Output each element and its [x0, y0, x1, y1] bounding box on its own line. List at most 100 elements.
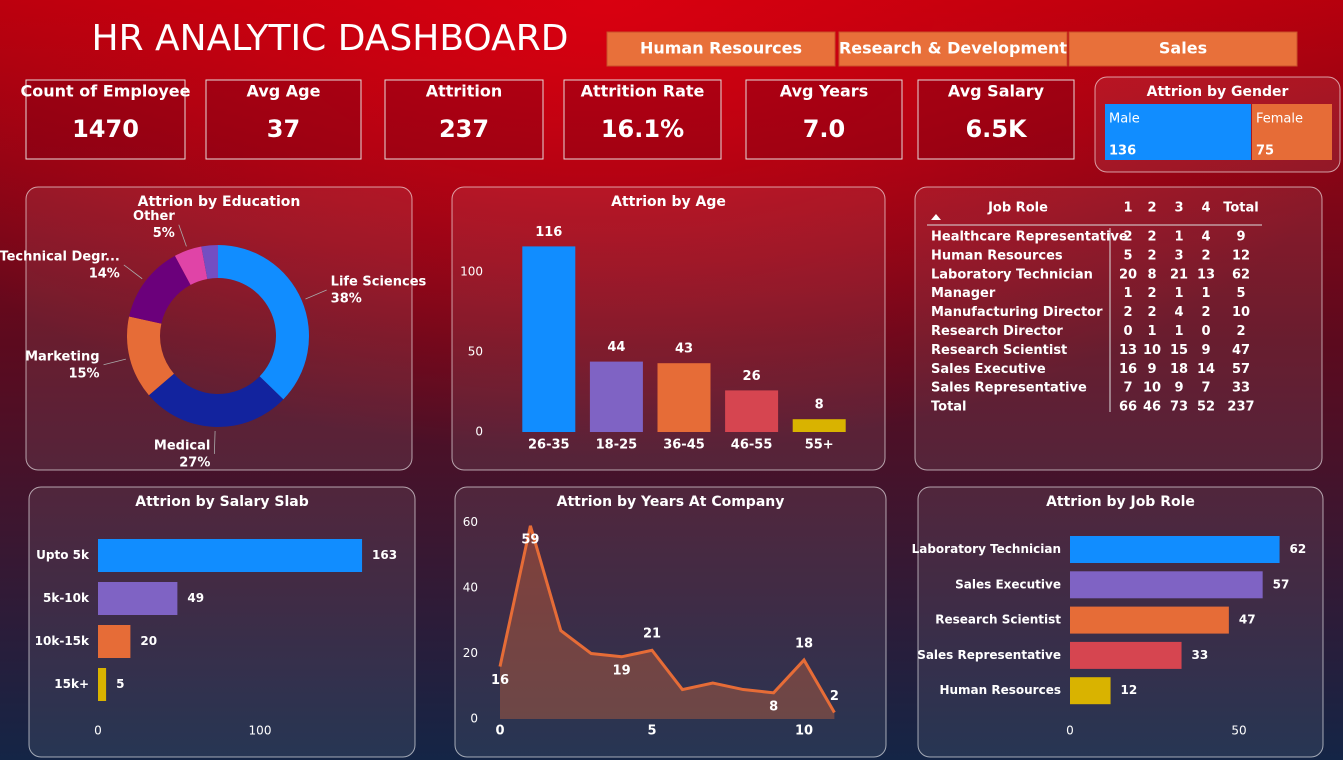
- table-cell: 66: [1119, 400, 1137, 415]
- x-tick-label: 0: [1066, 724, 1074, 738]
- value-label: 57: [1273, 577, 1290, 591]
- table-cell: 9: [1236, 230, 1245, 245]
- table-header: 2: [1147, 201, 1156, 216]
- table-cell: 18: [1170, 362, 1188, 377]
- value-label: 5: [116, 677, 124, 691]
- category-label: Upto 5k: [36, 548, 90, 562]
- category-label: 10k-15k: [35, 634, 90, 648]
- table-cell: 12: [1232, 248, 1250, 263]
- value-label: 49: [187, 591, 204, 605]
- value-label: 33: [1192, 648, 1209, 662]
- table-cell: 7: [1123, 381, 1132, 396]
- donut-slice: [201, 245, 218, 279]
- table-cell: 20: [1119, 267, 1137, 282]
- category-label: 5k-10k: [43, 591, 90, 605]
- table-cell: Laboratory Technician: [931, 267, 1093, 282]
- bar: [98, 625, 131, 658]
- table-cell: 2: [1201, 248, 1210, 263]
- value-label: 8: [769, 699, 778, 714]
- table-cell: 2: [1236, 324, 1245, 339]
- x-tick-label: 18-25: [596, 438, 638, 453]
- table-cell: 1: [1174, 230, 1183, 245]
- filter-label: Research & Development: [839, 39, 1067, 58]
- table-cell: Research Director: [931, 324, 1063, 339]
- value-label: 19: [613, 663, 631, 678]
- table-cell: 5: [1236, 286, 1245, 301]
- table-cell: 1: [1201, 286, 1210, 301]
- bar: [589, 361, 643, 432]
- value-label: 47: [1239, 613, 1256, 627]
- kpi-value: 237: [439, 115, 489, 143]
- slice-label: Marketing: [25, 349, 99, 364]
- value-label: 26: [743, 369, 761, 384]
- bar: [98, 582, 178, 615]
- slice-label: Technical Degr...: [0, 249, 120, 264]
- chart-title: Attrion by Years At Company: [557, 494, 785, 510]
- filter-label: Human Resources: [640, 39, 802, 58]
- chart-title: Attrion by Salary Slab: [135, 494, 308, 510]
- donut-slice: [174, 246, 208, 285]
- value-label: 116: [535, 225, 562, 240]
- leader-line: [305, 289, 327, 300]
- kpi-value: 1470: [72, 115, 139, 143]
- table-cell: 16: [1119, 362, 1137, 377]
- y-tick-label: 0: [470, 712, 478, 726]
- slice-label: Other: [133, 209, 175, 224]
- table-cell: 2: [1123, 305, 1132, 320]
- table-cell: 21: [1170, 267, 1188, 282]
- x-tick-label: 0: [94, 724, 102, 738]
- slice-value: 14%: [89, 266, 120, 281]
- value-label: 20: [140, 634, 157, 648]
- table-cell: 1: [1174, 324, 1183, 339]
- table-header: 3: [1174, 201, 1183, 216]
- tile-value: 75: [1256, 144, 1274, 159]
- table-cell: 57: [1232, 362, 1250, 377]
- x-tick-label: 0: [495, 724, 504, 739]
- tile-label: Female: [1256, 112, 1303, 127]
- category-label: Sales Representative: [917, 648, 1061, 662]
- kpi-card: [205, 79, 362, 160]
- y-tick-label: 60: [463, 515, 478, 529]
- table-cell: 2: [1147, 248, 1156, 263]
- category-label: Laboratory Technician: [912, 542, 1061, 556]
- value-label: 8: [815, 398, 824, 413]
- table-header: Job Role: [987, 201, 1048, 216]
- chart-title: Attrion by Age: [611, 194, 726, 210]
- category-label: Human Resources: [939, 683, 1061, 697]
- table-cell: 2: [1123, 230, 1132, 245]
- filter-button[interactable]: [838, 31, 1068, 67]
- bar: [98, 668, 107, 701]
- kpi-label: Avg Years: [780, 82, 868, 101]
- category-label: Sales Executive: [955, 577, 1061, 591]
- table-cell: 15: [1170, 343, 1188, 358]
- bar: [1070, 536, 1280, 563]
- table-header: Total: [1223, 201, 1259, 216]
- leader-line: [103, 358, 126, 366]
- table-cell: Human Resources: [931, 248, 1063, 263]
- value-label: 21: [643, 627, 661, 642]
- treemap-tile: [1105, 104, 1251, 160]
- table-cell: Manager: [931, 286, 996, 301]
- y-tick-label: 0: [475, 425, 483, 439]
- donut-slice: [218, 245, 309, 400]
- table-cell: 46: [1143, 400, 1161, 415]
- value-label: 163: [372, 548, 397, 562]
- bar: [1070, 677, 1111, 705]
- value-label: 43: [675, 342, 693, 357]
- kpi-label: Avg Age: [247, 82, 321, 101]
- kpi-value: 37: [267, 115, 300, 143]
- table-cell: 2: [1147, 230, 1156, 245]
- table-cell: 62: [1232, 267, 1250, 282]
- value-label: 12: [1121, 683, 1138, 697]
- table-cell: 7: [1201, 381, 1210, 396]
- slice-value: 15%: [68, 366, 99, 381]
- filter-button[interactable]: [1068, 31, 1298, 67]
- x-tick-label: 36-45: [663, 438, 705, 453]
- kpi-card: [917, 79, 1075, 160]
- value-label: 2: [830, 689, 839, 704]
- slice-value: 27%: [179, 455, 210, 470]
- table-cell: 4: [1174, 305, 1183, 320]
- filter-button[interactable]: [606, 31, 836, 67]
- table-cell: 5: [1123, 248, 1132, 263]
